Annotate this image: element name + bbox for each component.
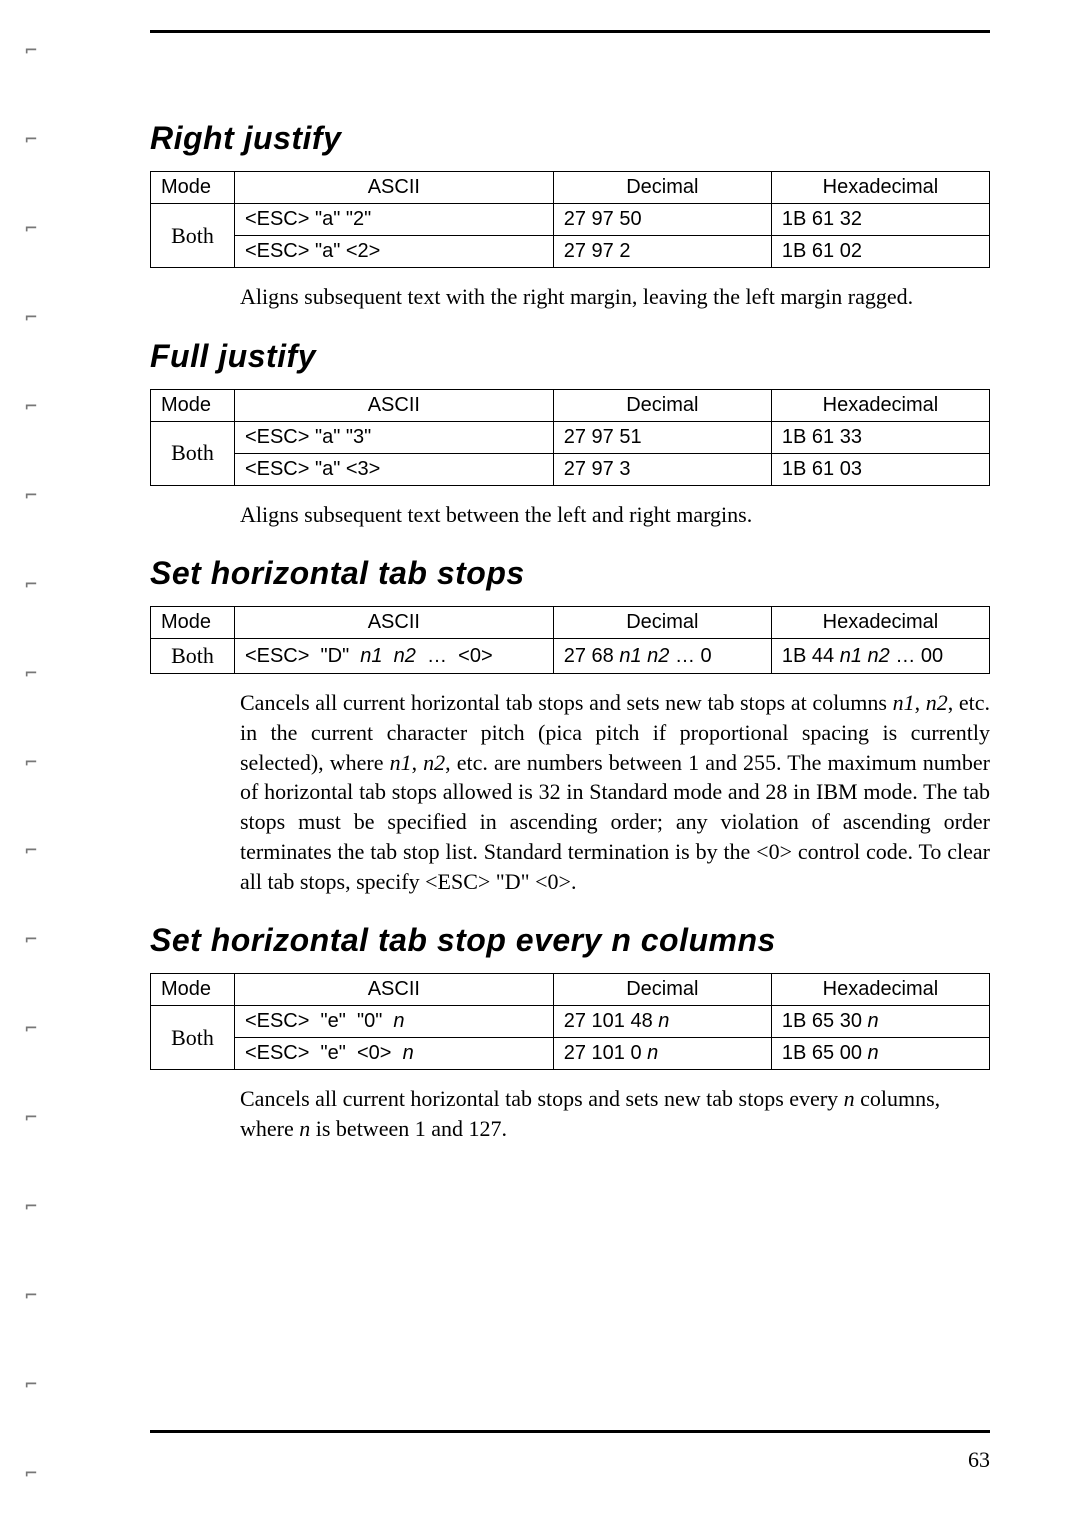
table-set-htab-stops: Mode ASCII Decimal Hexadecimal Both <ESC… — [150, 606, 990, 674]
body-set-htab-every-n: Cancels all current horizontal tab stops… — [240, 1084, 990, 1143]
table-header-row: Mode ASCII Decimal Hexadecimal — [151, 607, 990, 639]
hex-cell: 1B 61 32 — [771, 204, 989, 236]
col-decimal: Decimal — [553, 974, 771, 1006]
section-title-set-htab-every-n: Set horizontal tab stop every n columns — [150, 922, 990, 959]
ascii-cell: <ESC> "a" <3> — [234, 453, 553, 485]
table-row: Both <ESC> "a" "3" 27 97 51 1B 61 33 — [151, 421, 990, 453]
decimal-cell: 27 101 48 n — [553, 1006, 771, 1038]
ascii-cell: <ESC> "a" "2" — [234, 204, 553, 236]
decimal-cell: 27 101 0 n — [553, 1038, 771, 1070]
page-number: 63 — [968, 1447, 990, 1473]
col-mode: Mode — [151, 974, 235, 1006]
spiral-binding: ⌐⌐⌐⌐⌐ ⌐⌐⌐⌐⌐ ⌐⌐⌐⌐⌐ ⌐⌐ — [25, 40, 65, 1483]
table-row: Both <ESC> "e" "0" n 27 101 48 n 1B 65 3… — [151, 1006, 990, 1038]
body-full-justify: Aligns subsequent text between the left … — [240, 500, 990, 530]
table-right-justify: Mode ASCII Decimal Hexadecimal Both <ESC… — [150, 171, 990, 268]
col-ascii: ASCII — [234, 607, 553, 639]
col-ascii: ASCII — [234, 974, 553, 1006]
table-header-row: Mode ASCII Decimal Hexadecimal — [151, 389, 990, 421]
hex-cell: 1B 65 00 n — [771, 1038, 989, 1070]
top-rule — [150, 30, 990, 33]
mode-cell: Both — [151, 204, 235, 268]
hex-cell: 1B 61 02 — [771, 236, 989, 268]
section-title-set-htab-stops: Set horizontal tab stops — [150, 555, 990, 592]
table-full-justify: Mode ASCII Decimal Hexadecimal Both <ESC… — [150, 389, 990, 486]
hex-cell: 1B 65 30 n — [771, 1006, 989, 1038]
ascii-cell: <ESC> "e" "0" n — [234, 1006, 553, 1038]
table-row: Both <ESC> "D" n1 n2 … <0> 27 68 n1 n2 …… — [151, 639, 990, 674]
section-title-full-justify: Full justify — [150, 338, 990, 375]
table-header-row: Mode ASCII Decimal Hexadecimal — [151, 974, 990, 1006]
col-decimal: Decimal — [553, 172, 771, 204]
decimal-cell: 27 97 50 — [553, 204, 771, 236]
mode-cell: Both — [151, 639, 235, 674]
table-row: <ESC> "a" <3> 27 97 3 1B 61 03 — [151, 453, 990, 485]
col-hex: Hexadecimal — [771, 974, 989, 1006]
page: ⌐⌐⌐⌐⌐ ⌐⌐⌐⌐⌐ ⌐⌐⌐⌐⌐ ⌐⌐ Right justify Mode … — [0, 0, 1080, 1523]
body-set-htab-stops: Cancels all current horizontal tab stops… — [240, 688, 990, 896]
hex-cell: 1B 61 03 — [771, 453, 989, 485]
ascii-cell: <ESC> "a" <2> — [234, 236, 553, 268]
hex-cell: 1B 61 33 — [771, 421, 989, 453]
mode-cell: Both — [151, 421, 235, 485]
ascii-cell: <ESC> "e" <0> n — [234, 1038, 553, 1070]
col-hex: Hexadecimal — [771, 607, 989, 639]
col-mode: Mode — [151, 389, 235, 421]
ascii-cell: <ESC> "a" "3" — [234, 421, 553, 453]
decimal-cell: 27 68 n1 n2 … 0 — [553, 639, 771, 674]
col-ascii: ASCII — [234, 389, 553, 421]
col-mode: Mode — [151, 172, 235, 204]
decimal-cell: 27 97 3 — [553, 453, 771, 485]
table-row: Both <ESC> "a" "2" 27 97 50 1B 61 32 — [151, 204, 990, 236]
hex-cell: 1B 44 n1 n2 … 00 — [771, 639, 989, 674]
decimal-cell: 27 97 2 — [553, 236, 771, 268]
body-right-justify: Aligns subsequent text with the right ma… — [240, 282, 990, 312]
table-row: <ESC> "e" <0> n 27 101 0 n 1B 65 00 n — [151, 1038, 990, 1070]
bottom-rule — [150, 1430, 990, 1433]
col-hex: Hexadecimal — [771, 172, 989, 204]
ascii-cell: <ESC> "D" n1 n2 … <0> — [234, 639, 553, 674]
col-decimal: Decimal — [553, 389, 771, 421]
table-set-htab-every-n: Mode ASCII Decimal Hexadecimal Both <ESC… — [150, 973, 990, 1070]
decimal-cell: 27 97 51 — [553, 421, 771, 453]
col-mode: Mode — [151, 607, 235, 639]
table-row: <ESC> "a" <2> 27 97 2 1B 61 02 — [151, 236, 990, 268]
section-title-right-justify: Right justify — [150, 120, 990, 157]
mode-cell: Both — [151, 1006, 235, 1070]
col-hex: Hexadecimal — [771, 389, 989, 421]
col-ascii: ASCII — [234, 172, 553, 204]
col-decimal: Decimal — [553, 607, 771, 639]
table-header-row: Mode ASCII Decimal Hexadecimal — [151, 172, 990, 204]
